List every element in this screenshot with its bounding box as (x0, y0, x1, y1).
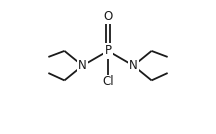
Text: Cl: Cl (102, 75, 114, 88)
Text: O: O (103, 10, 113, 23)
Text: N: N (129, 59, 138, 72)
Text: P: P (105, 44, 111, 57)
Text: N: N (78, 59, 87, 72)
